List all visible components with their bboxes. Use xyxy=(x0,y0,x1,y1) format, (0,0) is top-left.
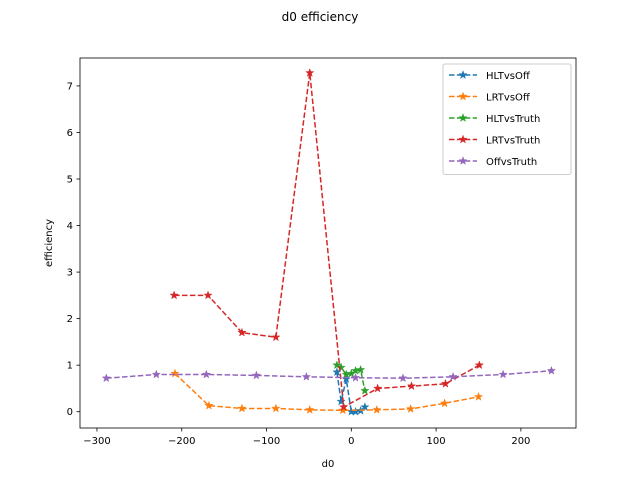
data-point xyxy=(237,403,247,413)
y-tick-label: 6 xyxy=(67,128,73,139)
legend-entry: LRTvsOff xyxy=(449,91,531,104)
data-point xyxy=(201,369,212,379)
legend-entry: OffvsTruth xyxy=(449,156,537,168)
data-point xyxy=(151,369,162,379)
data-point xyxy=(406,381,417,391)
data-point xyxy=(372,404,382,414)
data-point xyxy=(169,290,179,300)
data-point xyxy=(204,400,214,410)
series-OffvsTruth xyxy=(101,365,557,383)
data-point xyxy=(474,360,485,370)
data-point xyxy=(473,391,484,401)
y-tick-label: 5 xyxy=(67,175,73,186)
series-LRTvsOff xyxy=(170,368,484,415)
legend-box xyxy=(442,63,572,175)
legend-marker xyxy=(458,113,468,123)
data-point xyxy=(251,370,262,380)
legend-label: LRTvsOff xyxy=(486,93,531,104)
data-point xyxy=(101,373,112,383)
legend: HLTvsOff LRTvsOff HLTvsTruth LRTvsTruth Offv… xyxy=(442,63,572,175)
data-point xyxy=(498,369,508,379)
data-point xyxy=(305,67,315,77)
data-point xyxy=(398,373,408,383)
legend-label: LRTvsTruth xyxy=(486,136,540,147)
legend-marker xyxy=(458,134,468,144)
y-tick-label: 2 xyxy=(67,314,73,325)
data-point xyxy=(360,385,370,395)
y-tick-label: 4 xyxy=(67,221,73,232)
legend-label: HLTvsOff xyxy=(486,71,531,82)
series-layer xyxy=(101,67,557,416)
series-line xyxy=(174,373,479,412)
legend-entry: LRTvsTruth xyxy=(449,134,540,147)
y-tick-label: 0 xyxy=(67,407,73,418)
data-point xyxy=(355,364,366,374)
legend-marker xyxy=(458,156,468,166)
y-tick-label: 7 xyxy=(67,81,73,92)
data-point xyxy=(271,332,281,342)
legend-entry: HLTvsOff xyxy=(449,70,531,82)
data-point xyxy=(440,378,451,388)
series-HLTvsTruth xyxy=(332,360,370,395)
x-tick-label: −200 xyxy=(168,436,195,447)
y-tick-label: 3 xyxy=(67,268,73,279)
series-LRTvsTruth xyxy=(169,67,485,412)
data-point xyxy=(360,402,370,412)
x-axis-ticks: −300 −200 −100 0 100 200 xyxy=(83,428,530,447)
data-point xyxy=(350,372,361,382)
y-axis-label: efficiency xyxy=(44,219,55,267)
data-point xyxy=(448,371,458,381)
legend-label: HLTvsTruth xyxy=(486,114,540,125)
data-point xyxy=(237,327,247,337)
legend-marker xyxy=(458,91,468,101)
data-point xyxy=(336,362,346,372)
x-tick-label: 0 xyxy=(348,436,354,447)
legend-label: OffvsTruth xyxy=(486,157,537,168)
data-point xyxy=(170,368,180,378)
data-point xyxy=(305,404,315,414)
x-axis-label: d0 xyxy=(322,459,335,470)
data-point xyxy=(546,365,557,375)
data-point xyxy=(301,371,312,381)
y-axis-ticks: 0 1 2 3 4 5 6 7 xyxy=(67,81,80,418)
data-point xyxy=(405,403,416,413)
x-tick-label: −300 xyxy=(83,436,110,447)
data-point xyxy=(332,360,342,370)
data-point xyxy=(336,396,346,406)
x-tick-label: 200 xyxy=(511,436,530,447)
series-line xyxy=(106,370,552,379)
legend-marker xyxy=(458,70,468,80)
data-point xyxy=(439,398,450,408)
chart-title: d0 efficiency xyxy=(282,10,359,24)
series-line xyxy=(174,72,480,409)
x-tick-label: −100 xyxy=(253,436,280,447)
data-point xyxy=(271,403,281,413)
data-point xyxy=(372,383,383,393)
legend-entry: HLTvsTruth xyxy=(449,113,540,125)
data-point xyxy=(338,402,349,412)
data-point xyxy=(203,290,213,300)
plot-frame xyxy=(79,57,577,429)
x-tick-label: 100 xyxy=(427,436,446,447)
y-tick-label: 1 xyxy=(67,361,73,372)
